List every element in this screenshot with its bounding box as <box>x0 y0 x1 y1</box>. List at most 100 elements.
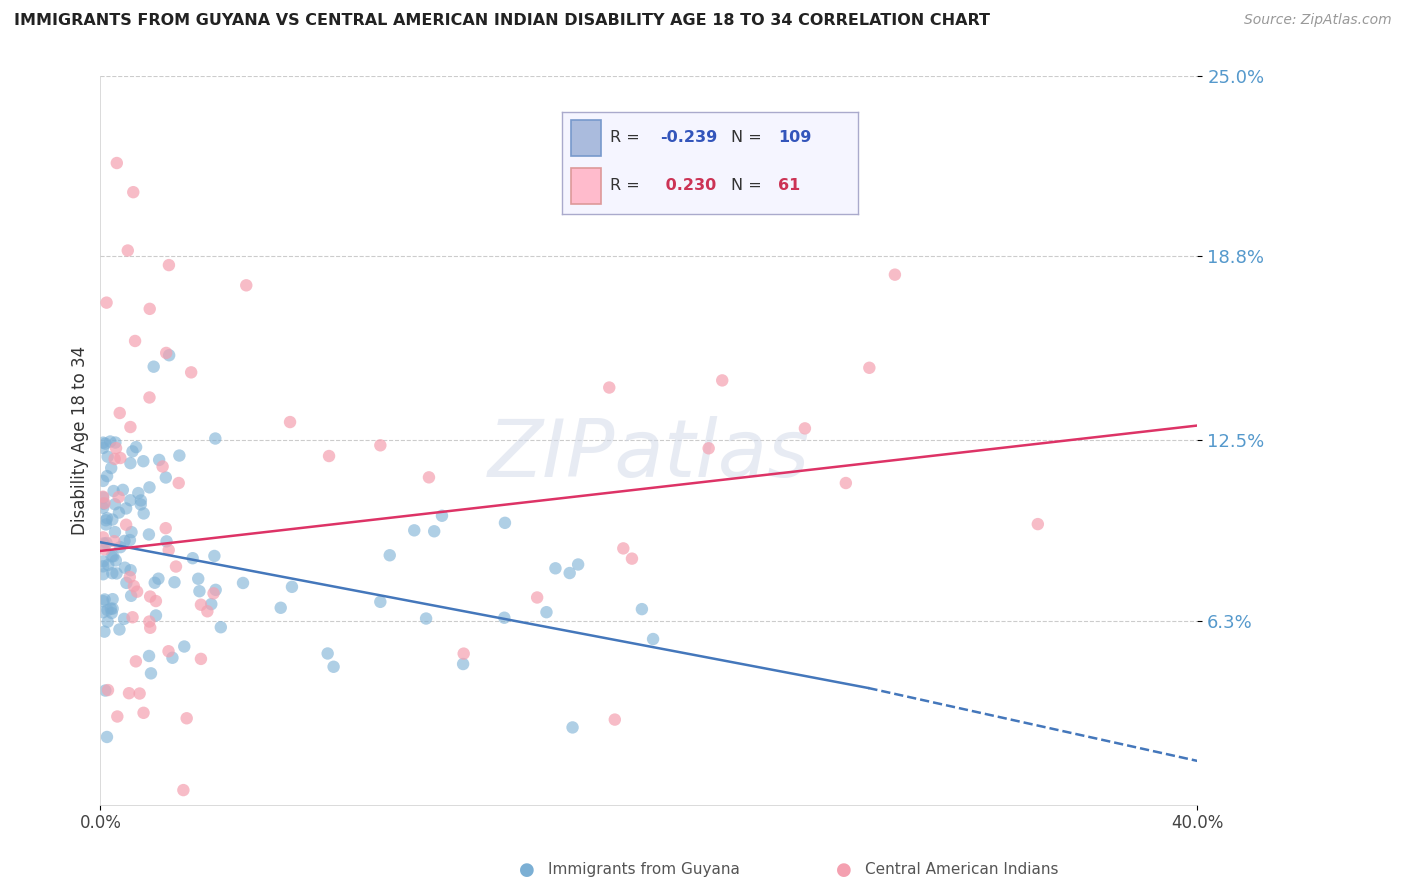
Point <box>93 542 115 557</box>
Point <box>118 686 141 700</box>
Point <box>91 554 114 568</box>
Point <box>115 575 138 590</box>
Point <box>204 432 226 446</box>
Y-axis label: Disability Age 18 to 34: Disability Age 18 to 34 <box>72 345 89 534</box>
Point <box>270 600 292 615</box>
Text: 0.230: 0.230 <box>659 178 716 194</box>
Point <box>103 534 125 549</box>
Point <box>139 590 162 604</box>
Point <box>858 360 880 375</box>
Point <box>101 592 124 607</box>
Point <box>104 451 127 466</box>
Point <box>91 474 114 488</box>
Point <box>108 506 131 520</box>
Point <box>598 380 620 394</box>
Point <box>138 615 160 629</box>
Point <box>91 500 114 515</box>
Point <box>132 454 155 468</box>
Text: Source: ZipAtlas.com: Source: ZipAtlas.com <box>1244 13 1392 28</box>
Point <box>96 511 118 525</box>
Point <box>100 461 122 475</box>
Point <box>107 490 129 504</box>
Point <box>96 469 118 483</box>
Point <box>115 517 138 532</box>
Point <box>104 524 127 539</box>
Point <box>157 543 180 558</box>
Point <box>108 406 131 420</box>
Text: Immigrants from Guyana: Immigrants from Guyana <box>548 863 740 877</box>
Point <box>138 480 160 494</box>
Point <box>129 498 152 512</box>
Point <box>145 608 167 623</box>
Point <box>101 512 124 526</box>
Point <box>110 450 132 465</box>
Point <box>370 438 392 452</box>
Point <box>122 579 145 593</box>
Point <box>145 594 167 608</box>
Point <box>112 612 135 626</box>
Text: -0.239: -0.239 <box>659 130 717 145</box>
Text: 61: 61 <box>778 178 800 194</box>
Point <box>148 572 170 586</box>
Point <box>97 450 120 464</box>
Point <box>143 575 166 590</box>
Point <box>641 632 664 646</box>
Point <box>98 434 121 449</box>
Point <box>96 603 118 617</box>
Point <box>316 647 339 661</box>
Point <box>101 566 124 581</box>
Point <box>138 527 160 541</box>
Point <box>105 441 128 455</box>
Point <box>120 563 142 577</box>
Point <box>104 497 127 511</box>
Point <box>494 516 516 530</box>
Point <box>204 582 226 597</box>
Point <box>202 549 225 563</box>
Text: IMMIGRANTS FROM GUYANA VS CENTRAL AMERICAN INDIAN DISABILITY AGE 18 TO 34 CORREL: IMMIGRANTS FROM GUYANA VS CENTRAL AMERIC… <box>14 13 990 29</box>
Point <box>105 566 128 581</box>
Point <box>163 575 186 590</box>
Point <box>120 456 142 470</box>
Point <box>167 475 190 490</box>
Point <box>91 490 114 504</box>
Text: ●: ● <box>519 861 536 879</box>
Point <box>100 606 122 620</box>
Text: ZIPatlas: ZIPatlas <box>488 416 810 493</box>
Point <box>494 611 516 625</box>
Point <box>91 594 114 608</box>
Point <box>415 611 437 625</box>
Point <box>121 444 143 458</box>
Point <box>187 572 209 586</box>
Point <box>129 493 152 508</box>
Point <box>115 501 138 516</box>
Point <box>558 566 581 580</box>
Point <box>139 666 162 681</box>
Point <box>180 365 202 379</box>
Point <box>603 713 626 727</box>
Point <box>104 435 127 450</box>
Point <box>157 348 180 362</box>
Point <box>567 558 589 572</box>
Point <box>451 657 474 671</box>
Text: N =: N = <box>731 178 766 194</box>
Point <box>104 553 127 567</box>
Point <box>138 391 160 405</box>
Point <box>132 507 155 521</box>
Point <box>200 597 222 611</box>
Point <box>114 533 136 548</box>
Point <box>91 530 114 544</box>
Point <box>100 601 122 615</box>
Point <box>91 567 114 582</box>
Point <box>101 601 124 615</box>
Point <box>631 602 654 616</box>
Point <box>125 654 148 668</box>
Point <box>165 559 187 574</box>
Point <box>835 476 858 491</box>
Point <box>120 493 142 508</box>
Point <box>155 521 177 535</box>
Point <box>94 683 117 698</box>
Point <box>404 524 426 538</box>
Point <box>190 598 212 612</box>
Point <box>91 441 114 455</box>
Point <box>370 595 392 609</box>
